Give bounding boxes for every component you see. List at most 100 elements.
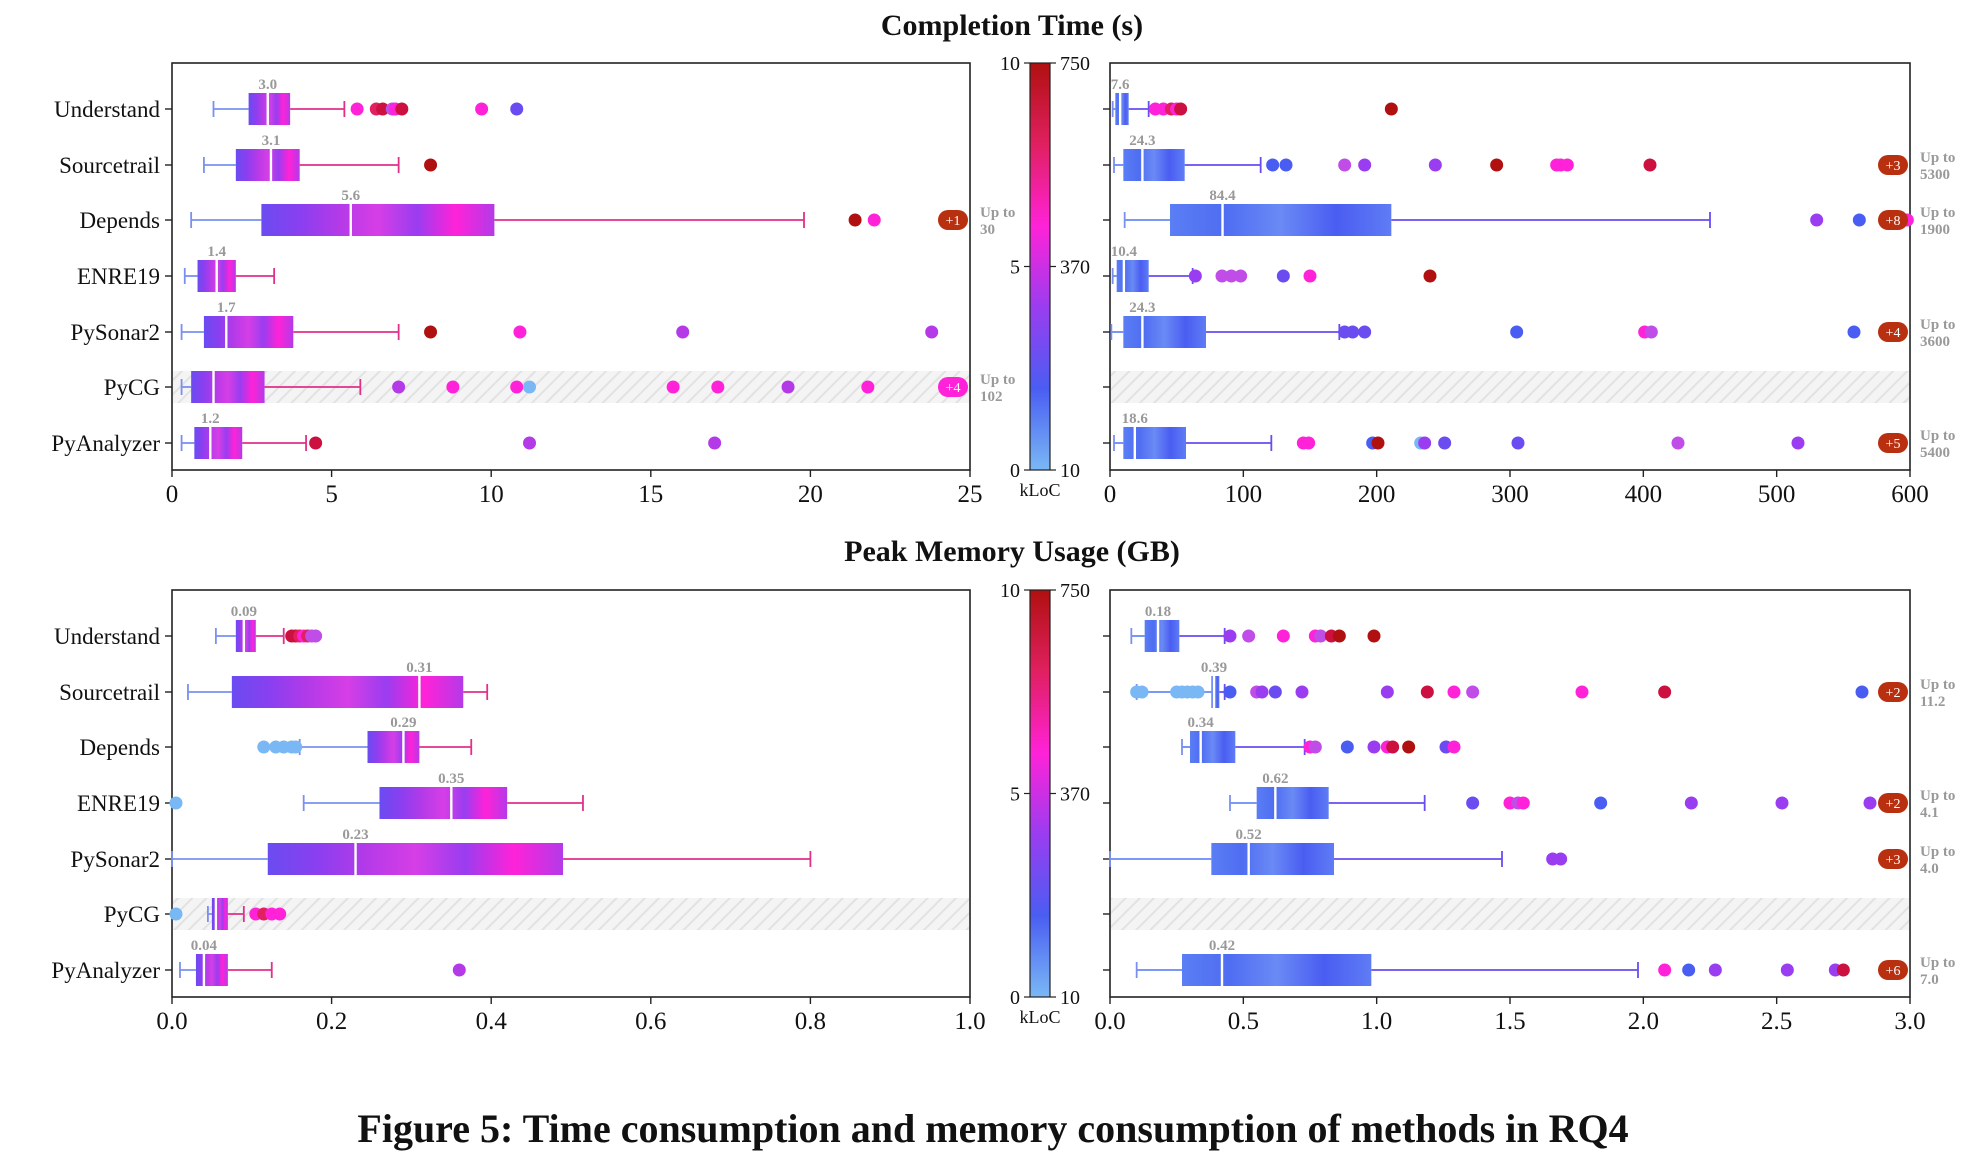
x-tick-label: 1.0: [954, 1008, 985, 1035]
outlier-point: [1314, 629, 1328, 643]
outlier-point: [289, 740, 303, 754]
iqr-box: [235, 620, 256, 652]
outlier-point: [1852, 213, 1866, 227]
outlier-point: [510, 102, 524, 116]
outlier-point: [1358, 158, 1372, 172]
colorbar-right-label: 750: [1060, 580, 1090, 602]
outlier-point: [309, 629, 323, 643]
upto-label: Up to: [1920, 317, 1955, 333]
outlier-point: [452, 963, 466, 977]
outlier-point: [867, 213, 881, 227]
iqr-box: [248, 93, 291, 125]
x-tick-label: 200: [1358, 481, 1396, 508]
colorbar-right-label: 750: [1060, 53, 1090, 75]
method-label-pycg: PyCG: [104, 902, 160, 927]
median-label: 3.0: [258, 77, 277, 93]
upto-value: 4.1: [1920, 805, 1939, 821]
x-tick-label: 400: [1625, 481, 1663, 508]
overflow-badge-text: +3: [1886, 159, 1901, 174]
outlier-point: [1371, 436, 1385, 450]
median-label: 84.4: [1209, 188, 1236, 204]
outlier-point: [169, 907, 183, 921]
upto-value: 4.0: [1920, 861, 1939, 877]
colorbar-right-label: 10: [1060, 987, 1080, 1009]
colorbar-left-label: 10: [1000, 580, 1020, 602]
outlier-point: [1174, 102, 1188, 116]
hatch-band: [1111, 371, 1909, 403]
outlier-point: [1466, 796, 1480, 810]
overflow-badge-text: +4: [946, 381, 961, 396]
box-understand: 3.0: [212, 77, 524, 125]
colorbar-left-label: 5: [1010, 784, 1020, 806]
overflow-badge: [1878, 210, 1908, 230]
x-tick-label: 0.2: [316, 1008, 347, 1035]
upto-label: Up to: [1920, 955, 1955, 971]
colorbar-bottom: 0 10 5 370 10 750 kLoC: [1000, 580, 1090, 1027]
outlier-point: [1276, 629, 1290, 643]
median-label: 5.6: [341, 188, 360, 204]
outlier-point: [1836, 963, 1850, 977]
method-label-pysonar2: PySonar2: [71, 847, 160, 872]
iqr-box: [367, 731, 420, 763]
upto-label: Up to: [1920, 428, 1955, 444]
x-tick-label: 0.6: [635, 1008, 666, 1035]
median-label: 24.3: [1129, 300, 1155, 316]
x-tick-label: 500: [1758, 481, 1796, 508]
overflow-badge-text: +3: [1886, 853, 1901, 868]
outlier-point: [666, 380, 680, 394]
box-pyanalyzer: 0.42 +6 Up to7.0: [1135, 938, 1955, 988]
median-label: 0.04: [191, 938, 218, 954]
median-label: 18.6: [1122, 411, 1149, 427]
outlier-point: [1234, 269, 1248, 283]
outlier-point: [309, 436, 323, 450]
outlier-point: [1447, 740, 1461, 754]
outlier-point: [1346, 325, 1360, 339]
plot-frame: [1109, 62, 1911, 471]
colorbar-top: 0 10 5 370 10 750 kLoC: [1000, 53, 1090, 500]
x-tick-label: 25: [958, 481, 983, 508]
outlier-point: [376, 102, 390, 116]
x-tick-label: 0: [166, 481, 179, 508]
outlier-point: [257, 740, 271, 754]
iqr-box: [195, 954, 228, 986]
iqr-box: [261, 204, 495, 236]
median-label: 0.62: [1262, 771, 1288, 787]
median-label: 24.3: [1129, 133, 1155, 149]
x-tick-label: 2.5: [1761, 1008, 1792, 1035]
chart-title: Peak Memory Usage (GB): [844, 535, 1180, 568]
outlier-point: [1338, 158, 1352, 172]
method-label-pyanalyzer: PyAnalyzer: [51, 958, 160, 983]
outlier-point: [1303, 269, 1317, 283]
iqr-box: [203, 316, 294, 348]
box-understand: 7.6: [1111, 77, 1398, 125]
outlier-point: [510, 380, 524, 394]
outlier-point: [1223, 629, 1237, 643]
method-label-sourcetrail: Sourcetrail: [59, 153, 160, 178]
iqr-box: [1211, 676, 1220, 708]
box-understand: 0.18: [1130, 604, 1381, 652]
outlier-point: [1386, 740, 1400, 754]
outlier-point: [1308, 740, 1322, 754]
outlier-point: [1775, 796, 1789, 810]
iqr-box: [1182, 954, 1372, 986]
outlier-point: [392, 380, 406, 394]
plot-frame: [171, 62, 971, 471]
outlier-point: [1708, 963, 1722, 977]
outlier-point: [1135, 685, 1149, 699]
upto-value: 5300: [1920, 167, 1950, 183]
outlier-point: [1384, 102, 1398, 116]
box-sourcetrail: 3.1: [203, 133, 438, 181]
outlier-point: [446, 380, 460, 394]
colorbar-gradient: [1029, 589, 1051, 998]
upto-value: 11.2: [1920, 694, 1945, 710]
box-pyanalyzer: 1.2: [180, 411, 722, 459]
colorbar-gradient: [1029, 62, 1051, 471]
outlier-point: [1791, 436, 1805, 450]
hatch-band: [173, 898, 969, 930]
colorbar-left-label: 5: [1010, 257, 1020, 279]
overflow-badge-text: +2: [1886, 797, 1901, 812]
outlier-point: [1510, 325, 1524, 339]
upto-label: Up to: [1920, 788, 1955, 804]
box-depends: 0.29: [257, 715, 473, 763]
